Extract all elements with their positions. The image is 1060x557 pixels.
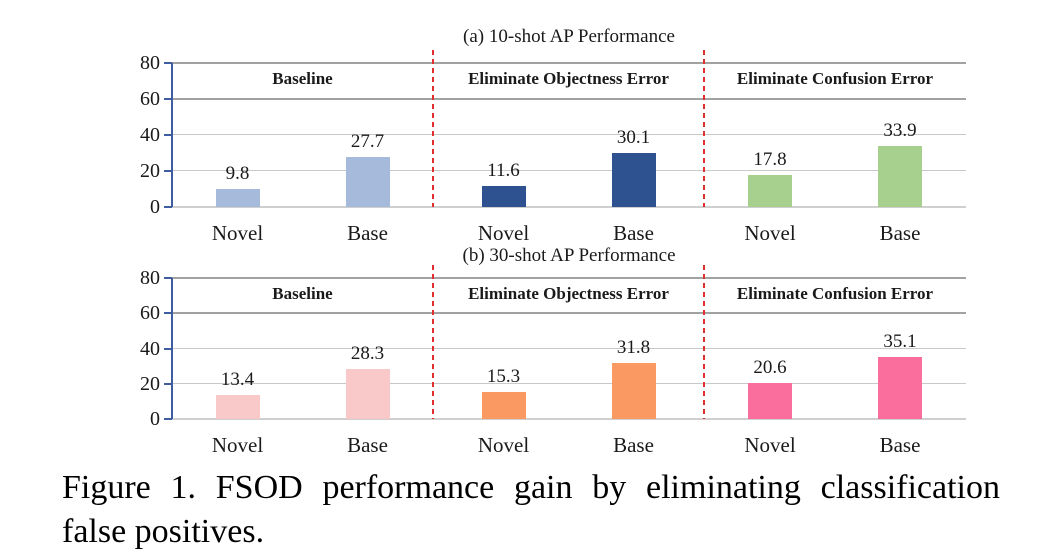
bar-2-base — [878, 146, 922, 207]
bar-value-label: 27.7 — [350, 131, 385, 152]
y-tick-label-40: 40 — [140, 124, 160, 146]
bar-0-novel — [215, 189, 260, 207]
bar-value-label: 9.8 — [225, 163, 250, 184]
chart-30shot-ap: (b) 30-shot AP Performance 0 20 40 60 80 Base… — [0, 242, 1060, 457]
bar-value-label: 20.6 — [753, 357, 787, 378]
section-separator-2 — [703, 265, 705, 419]
section-header-1: Eliminate Objectness Error — [468, 284, 669, 303]
bar-value-label: 17.8 — [753, 149, 787, 170]
bar-0-novel — [215, 395, 260, 419]
gridline-40 — [172, 134, 966, 135]
gridline-20 — [172, 170, 966, 171]
section-header-2: Eliminate Confusion Error — [736, 69, 934, 88]
bar-value-label: 11.6 — [487, 160, 520, 181]
y-tick-label-80: 80 — [140, 52, 160, 74]
chart-10shot-ap: (a) 10-shot AP Performance 0 20 40 60 80 Base… — [0, 20, 1060, 245]
chart-title-a: (a) 10-shot AP Performance — [463, 26, 675, 47]
bar-0-base — [345, 157, 390, 207]
category-label: Novel — [477, 221, 530, 245]
gridline-0 — [172, 418, 966, 420]
section-separator-2 — [703, 50, 705, 207]
y-axis-tick-80 — [164, 62, 172, 64]
bar-2-novel — [748, 383, 792, 419]
section-header-1: Eliminate Objectness Error — [468, 69, 669, 88]
category-label: Base — [879, 433, 921, 457]
bar-value-label: 33.9 — [883, 120, 917, 141]
y-axis-tick-60 — [164, 98, 172, 100]
caption-line-1: Figure 1. FSOD performance gain by elimi… — [62, 469, 1000, 506]
bar-1-novel — [481, 186, 526, 207]
section-separator-1 — [432, 265, 434, 419]
gridline-0 — [172, 206, 966, 208]
bar-value-label: 30.1 — [616, 127, 651, 148]
y-tick-label-20: 20 — [140, 160, 160, 182]
bar-1-base — [611, 363, 656, 419]
y-axis-tick-20 — [164, 382, 172, 385]
bar-0-base — [345, 369, 390, 419]
chart-title-b: (b) 30-shot AP Performance — [462, 245, 676, 266]
y-axis-tick-0 — [164, 418, 172, 420]
bar-value-label: 15.3 — [486, 366, 521, 387]
y-axis-tick-40 — [164, 134, 172, 136]
gridline-80 — [172, 62, 966, 64]
y-tick-label-0: 0 — [150, 408, 160, 430]
category-label: Base — [347, 433, 388, 457]
category-label: Base — [613, 221, 654, 245]
y-tick-label-0: 0 — [150, 196, 160, 218]
bar-value-label: 13.4 — [220, 369, 255, 390]
category-label: Novel — [211, 433, 264, 457]
bar-1-novel — [481, 392, 526, 419]
y-axis-tick-60 — [164, 312, 172, 315]
y-tick-label-60: 60 — [140, 302, 160, 325]
y-axis-line — [171, 63, 173, 207]
category-label: Novel — [744, 221, 796, 245]
gridline-60 — [172, 312, 966, 315]
bar-value-label: 31.8 — [616, 337, 651, 358]
category-label: Base — [879, 221, 921, 245]
category-label: Novel — [744, 433, 796, 457]
section-header-2: Eliminate Confusion Error — [736, 284, 934, 303]
y-axis-tick-80 — [164, 277, 172, 279]
section-header-0: Baseline — [272, 69, 333, 88]
section-separator-1 — [432, 50, 434, 207]
y-axis-line — [171, 278, 173, 419]
bar-value-label: 35.1 — [883, 331, 917, 352]
bar-2-base — [878, 357, 922, 419]
y-axis-tick-20 — [164, 170, 172, 172]
category-label: Base — [347, 221, 388, 245]
category-label: Novel — [477, 433, 530, 457]
bar-2-novel — [748, 175, 792, 207]
category-label: Novel — [211, 221, 264, 245]
y-axis-tick-0 — [164, 206, 172, 208]
y-tick-label-80: 80 — [140, 267, 160, 289]
figure-caption: Figure 1. FSOD performance gain by elimi… — [62, 466, 1000, 554]
y-tick-label-60: 60 — [140, 88, 160, 110]
gridline-20 — [172, 382, 966, 384]
category-label: Base — [613, 433, 654, 457]
caption-line-2: false positives. — [62, 513, 265, 550]
bar-value-label: 28.3 — [350, 343, 385, 364]
y-tick-label-40: 40 — [140, 337, 160, 360]
gridline-40 — [172, 347, 966, 349]
y-axis-tick-40 — [164, 347, 172, 350]
y-tick-label-20: 20 — [140, 372, 160, 395]
bar-1-base — [611, 153, 656, 207]
section-header-0: Baseline — [272, 284, 333, 303]
gridline-60 — [172, 98, 966, 100]
gridline-80 — [172, 277, 966, 279]
